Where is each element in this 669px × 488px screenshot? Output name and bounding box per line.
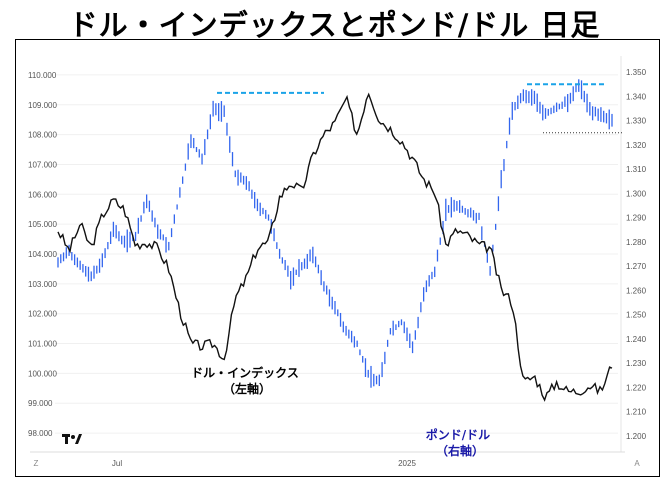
right-tick-label: 1.240 — [626, 335, 647, 344]
right-tick-label: 1.310 — [626, 165, 647, 174]
left-tick-label: 110.000 — [28, 71, 57, 80]
right-tick-label: 1.230 — [626, 359, 647, 368]
left-tick-label: 98.000 — [28, 429, 53, 438]
chart-title: ドル・インデックスとポンド/ドル 日足 — [68, 8, 601, 42]
right-tick-label: 1.320 — [626, 141, 647, 150]
left-tick-label: 109.000 — [28, 101, 57, 110]
x-tick-jul: Jul — [112, 459, 122, 468]
corner-left-label[interactable]: Z — [34, 459, 39, 468]
dxy-annotation-line2: （左軸） — [223, 381, 271, 396]
left-tick-label: 100.000 — [28, 369, 57, 378]
right-tick-label: 1.260 — [626, 286, 647, 295]
left-tick-label: 105.000 — [28, 220, 57, 229]
chart-frame — [15, 39, 660, 477]
corner-right-label[interactable]: A — [634, 459, 640, 468]
right-tick-label: 1.330 — [626, 117, 647, 126]
dxy-annotation-line1: ドル・インデックス — [191, 365, 299, 380]
right-tick-label: 1.300 — [626, 189, 647, 198]
right-tick-label: 1.250 — [626, 311, 647, 320]
gbp-annotation-line2: （右軸） — [436, 443, 484, 458]
left-tick-label: 101.000 — [28, 340, 57, 349]
left-tick-label: 99.000 — [28, 399, 53, 408]
tradingview-logo-icon — [62, 434, 82, 444]
right-tick-label: 1.280 — [626, 238, 647, 247]
right-tick-label: 1.340 — [626, 92, 647, 101]
right-tick-label: 1.220 — [626, 383, 647, 392]
left-tick-label: 107.000 — [28, 160, 57, 169]
right-tick-label: 1.210 — [626, 408, 647, 417]
left-tick-label: 104.000 — [28, 250, 57, 259]
right-tick-label: 1.270 — [626, 262, 647, 271]
gbp-annotation-line1: ポンド/ドル — [426, 427, 490, 442]
right-tick-label: 1.200 — [626, 432, 647, 441]
left-tick-label: 103.000 — [28, 280, 57, 289]
right-tick-label: 1.350 — [626, 68, 647, 77]
x-tick-2025: 2025 — [398, 459, 416, 468]
left-tick-label: 106.000 — [28, 190, 57, 199]
dxy-series-line — [57, 92, 613, 402]
left-tick-label: 108.000 — [28, 131, 57, 140]
right-tick-label: 1.290 — [626, 214, 647, 223]
left-tick-label: 102.000 — [28, 310, 57, 319]
